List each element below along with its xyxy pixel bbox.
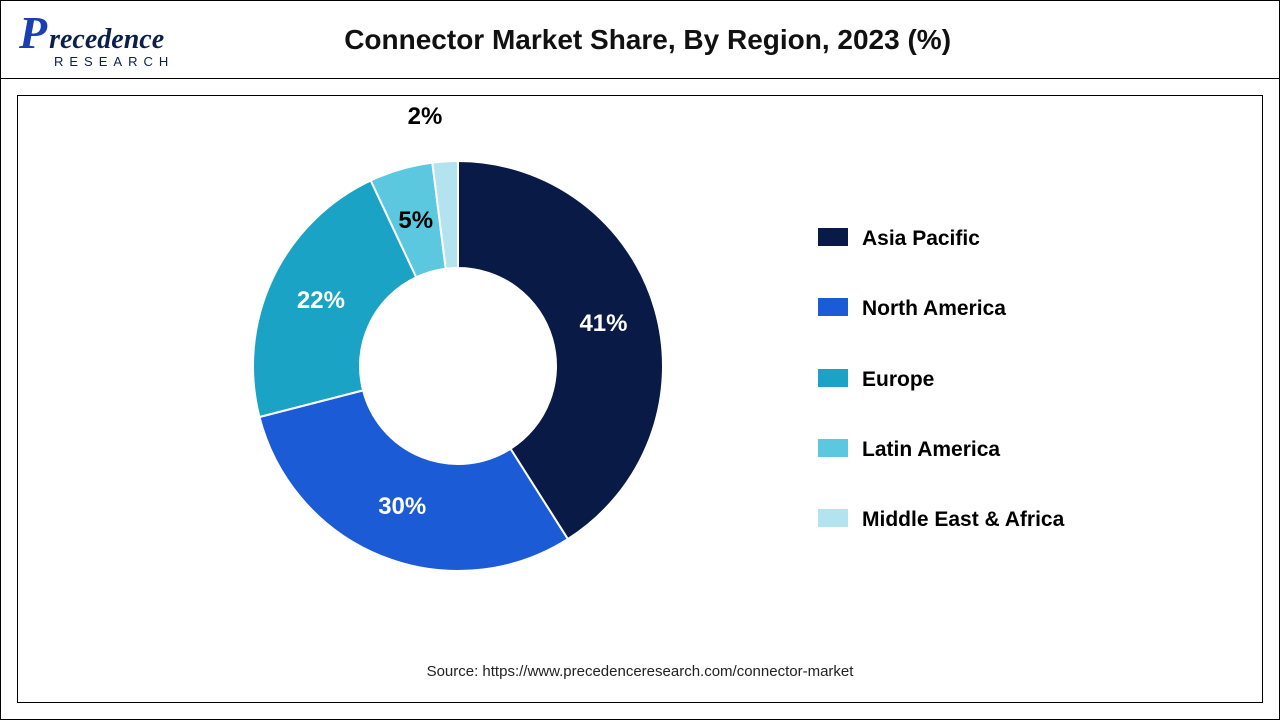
logo-subtext: RESEARCH xyxy=(19,54,174,69)
legend-label: Asia Pacific xyxy=(862,226,980,252)
slice-label: 5% xyxy=(398,207,433,235)
donut-chart: 41%30%22%5%2% xyxy=(248,156,668,576)
slice-label: 30% xyxy=(378,493,426,521)
legend-item: North America xyxy=(818,296,1064,322)
slice-label: 22% xyxy=(297,287,345,315)
legend-item: Middle East & Africa xyxy=(818,507,1064,533)
legend-label: North America xyxy=(862,296,1006,322)
chart-body: 41% 30% 22% 5% 2% Asia Pacific North America E… xyxy=(1,79,1279,719)
donut-hole xyxy=(360,268,556,464)
chart-card: P recedence RESEARCH Connector Market Sh… xyxy=(0,0,1280,720)
legend-label: Middle East & Africa xyxy=(862,507,1064,533)
legend: Asia Pacific North America Europe Latin Ame… xyxy=(818,226,1064,533)
chart-panel: 41% 30% 22% 5% 2% Asia Pacific North America E… xyxy=(17,95,1263,703)
logo-wordmark: recedence xyxy=(49,24,164,56)
logo-initial: P xyxy=(19,10,47,56)
header-bar: P recedence RESEARCH Connector Market Sh… xyxy=(1,1,1279,79)
brand-logo: P recedence RESEARCH xyxy=(19,10,174,69)
donut-svg xyxy=(248,156,668,576)
chart-title: Connector Market Share, By Region, 2023 … xyxy=(174,24,1261,56)
legend-swatch xyxy=(818,439,848,457)
legend-swatch xyxy=(818,509,848,527)
legend-label: Latin America xyxy=(862,437,1000,463)
legend-label: Europe xyxy=(862,367,934,393)
legend-swatch xyxy=(818,228,848,246)
legend-item: Europe xyxy=(818,367,1064,393)
slice-label: 2% xyxy=(408,103,443,131)
legend-swatch xyxy=(818,298,848,316)
legend-swatch xyxy=(818,369,848,387)
slice-label: 41% xyxy=(579,310,627,338)
legend-item: Asia Pacific xyxy=(818,226,1064,252)
source-citation: Source: https://www.precedenceresearch.c… xyxy=(18,663,1262,680)
legend-item: Latin America xyxy=(818,437,1064,463)
